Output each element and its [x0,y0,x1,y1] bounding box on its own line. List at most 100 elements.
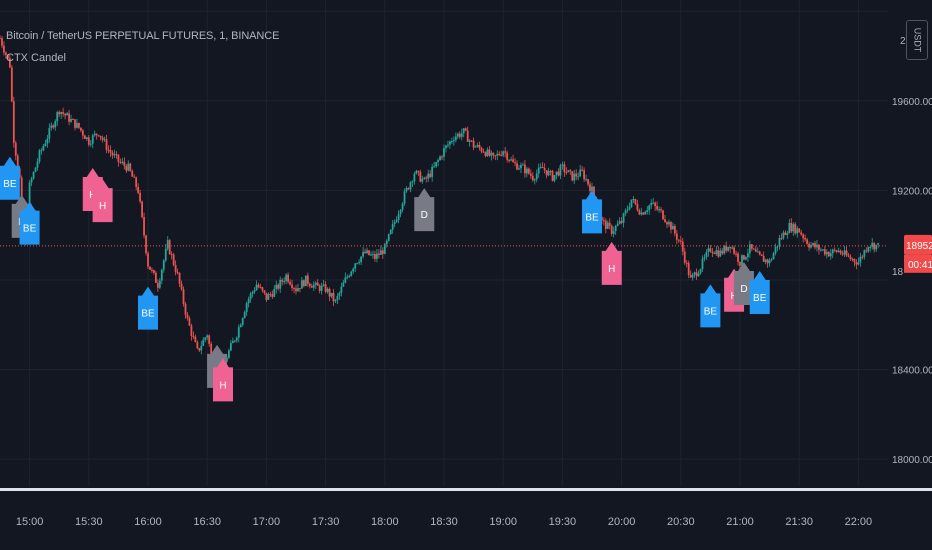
signal-d: D [733,262,754,306]
candle-body [796,228,799,234]
candle-body [318,285,321,291]
candle-body [423,177,426,179]
signal-text: H [608,264,615,275]
candle-body [808,243,810,248]
signal-text: BE [585,212,599,223]
symbol-title[interactable]: Bitcoin / TetherUS PERPETUAL FUTURES, 1,… [6,30,280,42]
candle-body [565,171,568,173]
candle-body [478,144,481,148]
candle-body [488,149,491,156]
candle-body [693,272,696,275]
candle-body [583,170,586,180]
candle-body [95,133,98,136]
candle-body [470,140,473,142]
candle-body [44,143,47,147]
candle-body [774,247,777,254]
candle-body [527,168,530,174]
candle-body [642,212,645,215]
y-axis[interactable]: 19600.00 19200.00 18400.00 18000.00 2 18 18952… [888,0,932,486]
candle-body [127,163,130,171]
candle-body [389,229,392,235]
candle-body [818,244,820,250]
candle-body [32,171,35,179]
x-tick-label: 15:30 [75,516,103,528]
candle-body [295,288,297,292]
candle-body [62,112,65,114]
candle-body [717,250,720,257]
candle-body [411,181,414,183]
candle-body [575,173,578,177]
candle-body [721,250,724,254]
candle-body [265,292,268,300]
candle-body [399,210,402,215]
candle-body [360,256,363,263]
candle-body [454,136,457,141]
candle-body [299,288,301,290]
candle-body [587,179,589,185]
candle-body [111,152,114,156]
signal-text: D [740,284,747,295]
candle-body [439,156,441,161]
candle-body [235,337,238,341]
x-tick-label: 17:30 [312,516,340,528]
candle-body [537,167,540,174]
signal-text: BE [141,309,155,320]
candle-body [350,271,353,276]
candle-body [241,318,244,325]
candle-body [70,119,72,122]
x-tick-label: 16:30 [193,516,221,528]
candle-body [12,101,15,143]
candle-body [768,260,771,264]
candle-body [20,177,23,208]
candle-body [581,169,584,171]
candle-body [237,327,240,338]
candle-body [66,113,68,116]
candle-body [683,251,686,263]
candle-body [786,233,789,236]
candle-body [559,165,562,176]
candle-body [85,137,88,139]
candle-body [476,144,479,147]
candle-body [873,242,876,250]
candle-body [758,251,761,255]
candle-body [42,146,45,151]
candle-body [117,154,120,162]
candle-body [504,151,507,153]
candle-body [302,280,305,287]
countdown-badge [904,254,932,273]
indicator-label[interactable]: CTX Candel [6,52,66,64]
candle-body [494,155,497,157]
candle-body [50,125,53,128]
signal-text: H [99,201,106,212]
candle-body [267,294,270,300]
candle-body [869,246,872,248]
candle-body [381,250,384,255]
candle-body [364,251,366,254]
candle-body [304,275,307,287]
candle-body [80,127,82,131]
x-tick-label: 15:00 [16,516,44,528]
candle-body [612,231,615,234]
candle-body [447,144,449,146]
candle-body [253,290,256,292]
candle-body [867,247,870,252]
candle-body [675,233,678,240]
currency-toggle-button[interactable]: USDT [906,20,928,60]
x-axis[interactable]: 15:00 15:30 16:00 16:30 17:00 17:30 18:00 18:30… [0,486,932,550]
candle-body [780,237,783,239]
candle-body [498,153,501,155]
candle-body [839,250,842,254]
candle-body [543,167,546,171]
candle-body [750,244,753,249]
candle-body [109,150,112,153]
candle-body [666,222,668,225]
candle-body [387,234,390,241]
candle-body [672,225,674,230]
candle-body [788,222,791,234]
candle-body [490,152,493,156]
candle-body [865,250,868,252]
candle-body [263,290,266,293]
candle-body [135,177,138,187]
candle-body [610,225,613,234]
